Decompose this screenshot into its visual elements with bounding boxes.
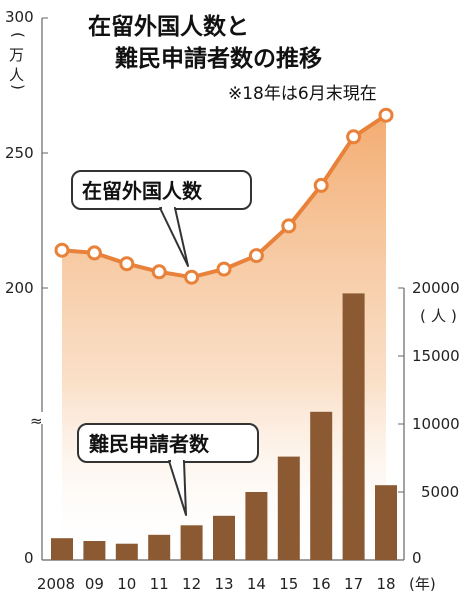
right-tick-label: 20000 <box>412 279 460 297</box>
bar-series-label: 難民申請者数 <box>89 432 210 456</box>
line-marker <box>86 245 102 261</box>
left-tick-label: 300 <box>5 8 34 26</box>
svg-text:): ) <box>451 307 457 325</box>
line-marker <box>346 129 362 145</box>
line-marker <box>54 242 70 258</box>
right-axis-unit: ( 人 ) <box>420 307 457 325</box>
line-markers <box>54 107 394 285</box>
x-tick-label: 17 <box>344 575 363 593</box>
svg-text:(: ( <box>9 32 27 38</box>
x-tick-label: 16 <box>312 575 331 593</box>
line-marker <box>184 269 200 285</box>
left-tick-label: 250 <box>5 144 34 162</box>
bar <box>51 538 73 560</box>
axis-break-gap <box>36 412 48 424</box>
axis-break-symbol: ≈ <box>30 412 43 430</box>
left-axis-unit: ( 万 人 ) <box>9 32 27 90</box>
svg-text:人: 人 <box>431 307 446 325</box>
line-series-label: 在留外国人数 <box>82 179 203 203</box>
line-marker <box>216 261 232 277</box>
bar <box>180 525 203 560</box>
bar <box>375 485 397 560</box>
line-marker <box>119 256 135 272</box>
line-marker <box>281 218 297 234</box>
bar <box>342 293 365 560</box>
x-axis-unit: (年) <box>409 575 436 593</box>
right-tick-label: 10000 <box>412 415 460 433</box>
bar <box>245 492 268 560</box>
left-axis-ticks: 300 250 200 0 <box>5 8 48 567</box>
line-series-callout: 在留外国人数 <box>71 170 252 267</box>
bar <box>310 411 333 560</box>
x-tick-label: 18 <box>376 575 395 593</box>
chart-note: ※18年は6月末現在 <box>228 84 377 104</box>
bar <box>148 534 171 560</box>
right-tick-label: 15000 <box>412 347 460 365</box>
bar <box>213 515 235 560</box>
right-axis-ticks: 20000 15000 10000 5000 0 <box>398 279 460 567</box>
svg-text:(: ( <box>420 307 426 325</box>
right-tick-label: 5000 <box>421 483 459 501</box>
x-tick-label: 13 <box>214 575 233 593</box>
chart-title-line-2: 難民申請者数の推移 <box>115 45 322 72</box>
bar <box>83 541 106 560</box>
svg-text:人: 人 <box>9 66 24 84</box>
svg-text:): ) <box>9 84 27 90</box>
line-marker <box>378 107 394 123</box>
svg-text:万: 万 <box>9 46 24 64</box>
bar <box>115 543 138 560</box>
x-tick-label: 12 <box>182 575 201 593</box>
line-marker <box>151 264 167 280</box>
x-tick-label: 14 <box>247 575 266 593</box>
bar-series-callout: 難民申請者数 <box>77 423 259 516</box>
x-tick-label: 09 <box>85 575 104 593</box>
line-marker <box>313 177 329 193</box>
left-tick-label: 200 <box>5 279 34 297</box>
bar-series <box>51 293 397 560</box>
x-tick-label: 15 <box>279 575 298 593</box>
x-tick-label: 11 <box>150 575 169 593</box>
x-tick-label: 2008 <box>37 575 75 593</box>
right-tick-label: 0 <box>412 549 422 567</box>
x-tick-label: 10 <box>117 575 136 593</box>
chart-title-line-1: 在留外国人数と <box>88 13 249 40</box>
left-tick-label: 0 <box>24 549 34 567</box>
x-axis-labels: 2008 09 10 11 12 13 14 15 16 17 18 <box>37 575 396 593</box>
bar <box>277 456 300 560</box>
line-marker <box>248 248 264 264</box>
